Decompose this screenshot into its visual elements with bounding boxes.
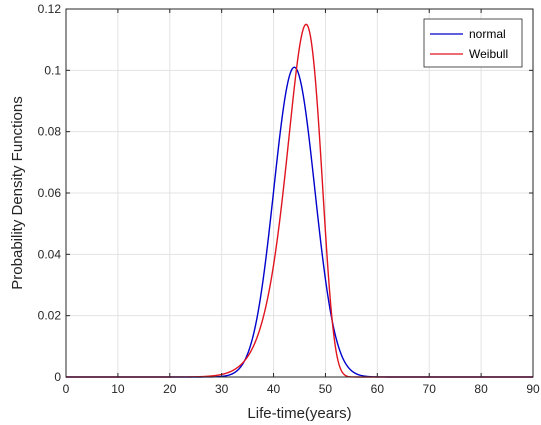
axis-ticks: 0 10 20 30 40 50 60 70 80 90 0 0.02 0.04 0.06 0.08 0.1 0… — [38, 2, 540, 396]
x-tick-label: 30 — [215, 382, 229, 396]
x-tick-label: 80 — [474, 382, 488, 396]
x-axis-label: Life-time(years) — [247, 405, 351, 422]
legend: normal Weibull — [423, 18, 523, 68]
x-tick-label: 90 — [526, 382, 540, 396]
y-tick-label: 0.1 — [44, 63, 61, 77]
x-tick-label: 20 — [163, 382, 177, 396]
y-tick-label: 0.08 — [38, 125, 62, 139]
legend-label-normal: normal — [469, 27, 506, 41]
x-tick-label: 40 — [267, 382, 281, 396]
legend-box — [423, 18, 523, 68]
x-tick-label: 50 — [319, 382, 333, 396]
x-tick-label: 10 — [111, 382, 125, 396]
grid-lines — [66, 9, 533, 377]
y-tick-label: 0.12 — [38, 2, 62, 16]
legend-label-weibull: Weibull — [469, 47, 508, 61]
y-axis-label: Probability Density Functions — [9, 96, 26, 289]
x-tick-label: 70 — [423, 382, 437, 396]
x-tick-label: 0 — [63, 382, 70, 396]
y-tick-label: 0.04 — [38, 247, 62, 261]
y-tick-label: 0.02 — [38, 309, 62, 323]
x-tick-label: 60 — [371, 382, 385, 396]
y-tick-label: 0 — [54, 370, 61, 384]
y-tick-label: 0.06 — [38, 186, 62, 200]
